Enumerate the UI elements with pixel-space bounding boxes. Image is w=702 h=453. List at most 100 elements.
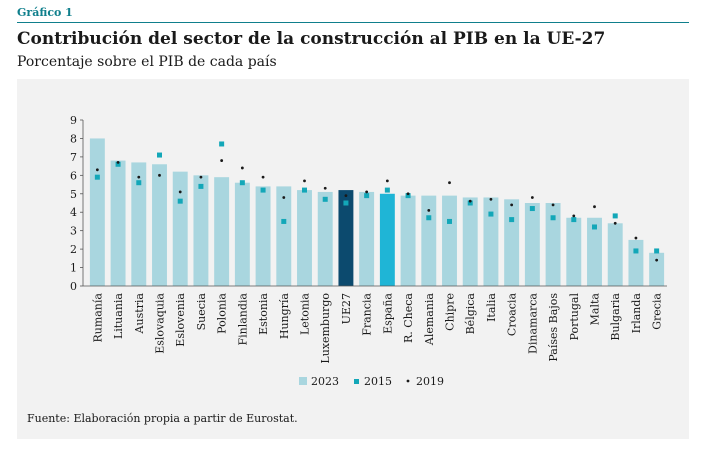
x-tick-label: Hungría xyxy=(278,293,291,340)
marker-2015 xyxy=(115,161,121,167)
bar-2023 xyxy=(524,203,540,286)
y-tick-label: 8 xyxy=(70,132,77,145)
y-tick-label: 3 xyxy=(70,225,77,238)
marker-2015 xyxy=(177,198,183,204)
dot-2019 xyxy=(116,161,120,164)
x-tick-label: Austria xyxy=(133,293,146,335)
y-tick-label: 5 xyxy=(70,188,77,201)
source-note: Fuente: Elaboración propia a partir de E… xyxy=(27,412,298,425)
bar-2023 xyxy=(131,162,147,286)
bar-2023 xyxy=(89,138,105,286)
marker-2015 xyxy=(322,196,328,202)
bar-2023 xyxy=(545,203,561,286)
bar-2023 xyxy=(587,217,602,286)
x-tick-label: Eslovaquia xyxy=(154,293,167,354)
x-tick-label: Suecia xyxy=(195,293,208,331)
dot-2019 xyxy=(593,205,596,209)
marker-2015 xyxy=(488,211,494,217)
x-tick-label: Italia xyxy=(485,293,498,322)
legend-label-2015: 2015 xyxy=(364,375,392,388)
bar-2023 xyxy=(297,190,312,286)
dot-2019 xyxy=(551,203,555,207)
bar-2023 xyxy=(193,175,209,286)
marker-2015 xyxy=(592,224,597,230)
chart-title: Contribución del sector de la construcci… xyxy=(17,29,606,49)
bar-2023 xyxy=(607,223,623,286)
header-rule xyxy=(17,22,689,23)
bar-2023 xyxy=(504,199,520,286)
marker-2015 xyxy=(239,180,245,186)
dot-2019 xyxy=(178,190,182,194)
x-tick-label: Finlandia xyxy=(236,293,249,346)
dot-2019 xyxy=(240,166,244,170)
bar-2023 xyxy=(234,182,250,286)
marker-2015 xyxy=(260,187,266,193)
marker-2015 xyxy=(94,174,100,180)
y-tick-label: 2 xyxy=(70,243,77,256)
dots-2019 xyxy=(95,159,659,262)
marker-2015 xyxy=(654,248,660,254)
dot-2019 xyxy=(282,196,286,199)
marker-2015 xyxy=(343,200,349,206)
x-tick-label: Bélgica xyxy=(464,293,477,335)
x-tick-label: Estonia xyxy=(257,293,270,335)
dot-2019 xyxy=(655,258,659,262)
dot-2019 xyxy=(137,175,141,179)
chart-panel: 0 1 2 3 4 5 6 7 8 9 Rumanía Lituania Austria Eslovaq… xyxy=(17,79,689,439)
dot-2019 xyxy=(199,175,203,179)
x-tick-label: UE27 xyxy=(340,293,353,324)
y-tick-label: 0 xyxy=(70,280,77,293)
dot-2019 xyxy=(510,203,514,207)
bar-2023 xyxy=(255,186,271,286)
dot-2019 xyxy=(613,221,617,225)
legend-label-2019: 2019 xyxy=(416,375,444,388)
y-tick-label: 1 xyxy=(70,262,77,275)
x-tick-label: Países Bajos xyxy=(547,293,560,362)
bar-2023 xyxy=(483,197,499,286)
bar-2023 xyxy=(172,171,188,286)
marker-2015 xyxy=(302,187,307,193)
bar-2023 xyxy=(566,217,582,286)
bar-2023 xyxy=(338,190,354,286)
bar-2023 xyxy=(110,160,126,286)
x-tick-label: Irlanda xyxy=(630,293,643,334)
dot-2019 xyxy=(344,194,348,198)
x-tick-label: Luxemburgo xyxy=(319,293,332,364)
marker-2015 xyxy=(529,206,535,212)
markers-2015 xyxy=(94,141,660,254)
x-tick-label: Dinamarca xyxy=(526,293,539,354)
legend-swatch-2015 xyxy=(354,379,359,384)
x-tick-label: Portugal xyxy=(568,293,581,341)
legend-swatch-2023 xyxy=(299,377,307,385)
x-tick-label: Bulgaria xyxy=(609,293,622,341)
y-tick-label: 4 xyxy=(70,206,77,219)
marker-2015 xyxy=(405,193,411,199)
legend-label-2023: 2023 xyxy=(311,375,339,388)
chart-subtitle: Porcentaje sobre el PIB de cada país xyxy=(17,54,277,70)
bar-2023 xyxy=(649,252,665,286)
dot-2019 xyxy=(95,168,99,172)
dot-2019 xyxy=(530,196,534,199)
x-tick-label: Malta xyxy=(589,293,602,326)
y-tick-label: 7 xyxy=(70,151,77,164)
dot-2019 xyxy=(427,208,431,212)
dot-2019 xyxy=(572,214,576,218)
x-tick-label: Rumanía xyxy=(91,293,104,343)
x-tick-label: Eslovenia xyxy=(174,293,187,347)
dot-2019 xyxy=(220,159,224,162)
x-tick-label: España xyxy=(381,293,394,334)
legend-swatch-2019 xyxy=(406,379,410,383)
marker-2015 xyxy=(219,141,225,147)
bars-2023 xyxy=(89,138,665,286)
x-tick-label: Francia xyxy=(361,293,374,336)
dot-2019 xyxy=(261,175,265,179)
marker-2015 xyxy=(198,183,204,189)
marker-2015 xyxy=(633,248,639,254)
x-tick-label: Letonia xyxy=(299,293,312,335)
marker-2015 xyxy=(612,213,618,219)
dot-2019 xyxy=(489,197,493,201)
x-tick-label: Chipre xyxy=(444,293,457,331)
marker-2015 xyxy=(384,187,390,193)
bar-2023 xyxy=(421,195,437,286)
x-tick-label: Polonia xyxy=(216,293,229,334)
